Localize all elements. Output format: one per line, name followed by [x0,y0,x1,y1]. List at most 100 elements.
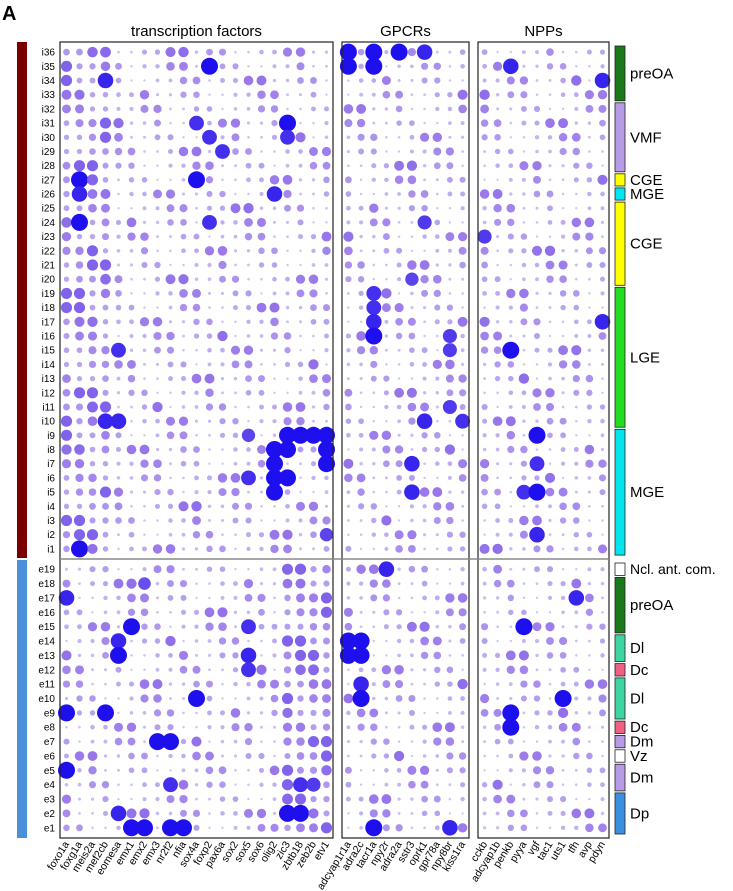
dot-i21-zbtb18 [299,263,302,267]
dot-i29-etv1 [321,146,332,157]
dot-e13-mef2cb [102,651,109,659]
dot-e16-pax6a [217,607,228,618]
dot-i12-tac1 [545,388,555,398]
dot-e17-pyya [522,596,526,600]
dot-e17-emx2 [140,593,149,603]
dot-i3-sstr3 [410,518,414,523]
dot-i34-foxg1a [76,77,83,84]
dot-e5-etv1 [321,765,332,776]
dot-e13-tfh [575,654,578,657]
dot-i9-sox6 [260,434,263,437]
dot-i21-emx1 [129,263,134,267]
panel-frame-1 [59,41,334,839]
dot-i7-etv1 [318,455,335,473]
dot-i6-adcyap1b [496,476,499,480]
dot-i16-nr2f2 [166,331,175,341]
dot-i35-nfia [179,61,188,71]
dot-i25-zeb2b [312,206,315,210]
dot-i11-tacr1a [372,405,376,409]
dot-i12-foxg1a [73,387,86,399]
dot-i15-sox4a [195,348,198,352]
dot-i34-sstr3 [410,78,414,83]
dot-i27-pdyn [597,174,608,185]
dot-i15-sox2 [230,345,241,355]
dot-e6-adcyap1r1a [347,754,350,758]
dot-i15-sox6 [259,348,264,352]
dot-i31-emx3 [154,119,161,127]
dot-e9-pdyn [599,709,606,717]
dot-e18-emx3 [155,581,160,586]
dot-e2-foxp2 [208,812,211,815]
dot-i18-penkb [508,305,513,310]
dot-e16-eomesa [116,610,121,615]
dot-i23-uts1 [561,234,566,239]
dot-i24-sox4a [195,221,198,224]
row-label-e9: e9 [44,708,56,719]
dot-i29-sox6 [260,150,263,153]
dot-e5-pax6a [218,766,227,775]
row-label-i26: i26 [42,190,56,201]
dot-i22-olig2 [271,247,278,255]
dot-i1-emx2 [142,546,147,552]
dot-e7-adcyap1b [494,738,501,745]
dot-i9-tacr1a [369,430,379,440]
dot-i6-sstr3 [408,474,415,481]
dot-i10-sox5 [247,419,250,423]
dot-e10-zbtb18 [297,695,304,702]
dot-i32-olig2 [270,105,279,113]
dot-i15-tac1 [547,347,553,353]
dot-i36-tacr1a [365,43,383,61]
dot-e19-pyya [522,567,526,571]
dot-i6-pyya [521,475,527,481]
dot-e1-sox6 [257,823,266,832]
dot-e19-foxo1a [64,567,69,571]
dot-i36-emx3 [154,49,161,55]
dot-i20-zeb2b [308,274,319,284]
dot-i12-sox4a [194,390,199,395]
dot-i22-pyya [521,248,527,254]
dot-i18-tacr1a [366,300,382,316]
dot-i26-adcyap1b [492,189,503,199]
dot-i25-emx2 [142,206,147,211]
dot-e1-pyya [520,824,528,832]
dot-i11-pdyn [599,404,606,410]
dot-i5-adra2c [357,488,365,496]
dot-e15-oprk1 [419,621,430,632]
dot-i13-npy2r [383,375,390,382]
dot-e11-uts1 [560,681,566,687]
dot-i19-uts1 [559,290,567,297]
dot-i33-meis2a [89,91,96,98]
dot-i24-zic3 [285,220,290,224]
dot-e19-sox4a [195,567,198,571]
dot-e17-sox4a [195,596,198,600]
dot-i24-uts1 [560,219,566,225]
dot-i3-zbtb18 [298,518,303,523]
dot-e11-zic3 [284,680,291,688]
region-label-9: preOA [630,597,673,614]
dot-e6-cckb [483,754,486,758]
dot-i3-foxg1a [73,514,86,527]
dot-e18-cckb [482,581,487,586]
dot-e12-kiss1ra [461,668,464,672]
dot-i3-uts1 [559,517,567,524]
dot-i1-adra2a [395,545,403,553]
dot-i34-emx2 [143,79,146,82]
dot-i12-pax6a [221,391,224,395]
dot-e15-vgf [532,622,542,632]
dot-i25-emx1 [130,206,133,210]
dot-i4-gpr78a [433,502,442,511]
dot-i2-sstr3 [407,530,417,540]
dot-i25-kiss1ra [460,206,465,211]
dot-e14-adra2c [352,632,370,650]
dot-i25-etv1 [325,206,328,210]
dot-i10-penkb [505,416,516,427]
dot-i3-eomesa [115,517,122,524]
dot-e6-tac1 [548,754,552,758]
dot-e17-emx1 [127,593,136,603]
dot-e12-meis2a [91,668,94,672]
dot-e18-sox6 [259,582,264,586]
dot-i18-sox4a [192,303,201,312]
dot-i15-pax6a [220,347,225,353]
dot-e8-adcyap1r1a [346,725,351,730]
dot-e11-adcyap1r1a [347,682,350,686]
